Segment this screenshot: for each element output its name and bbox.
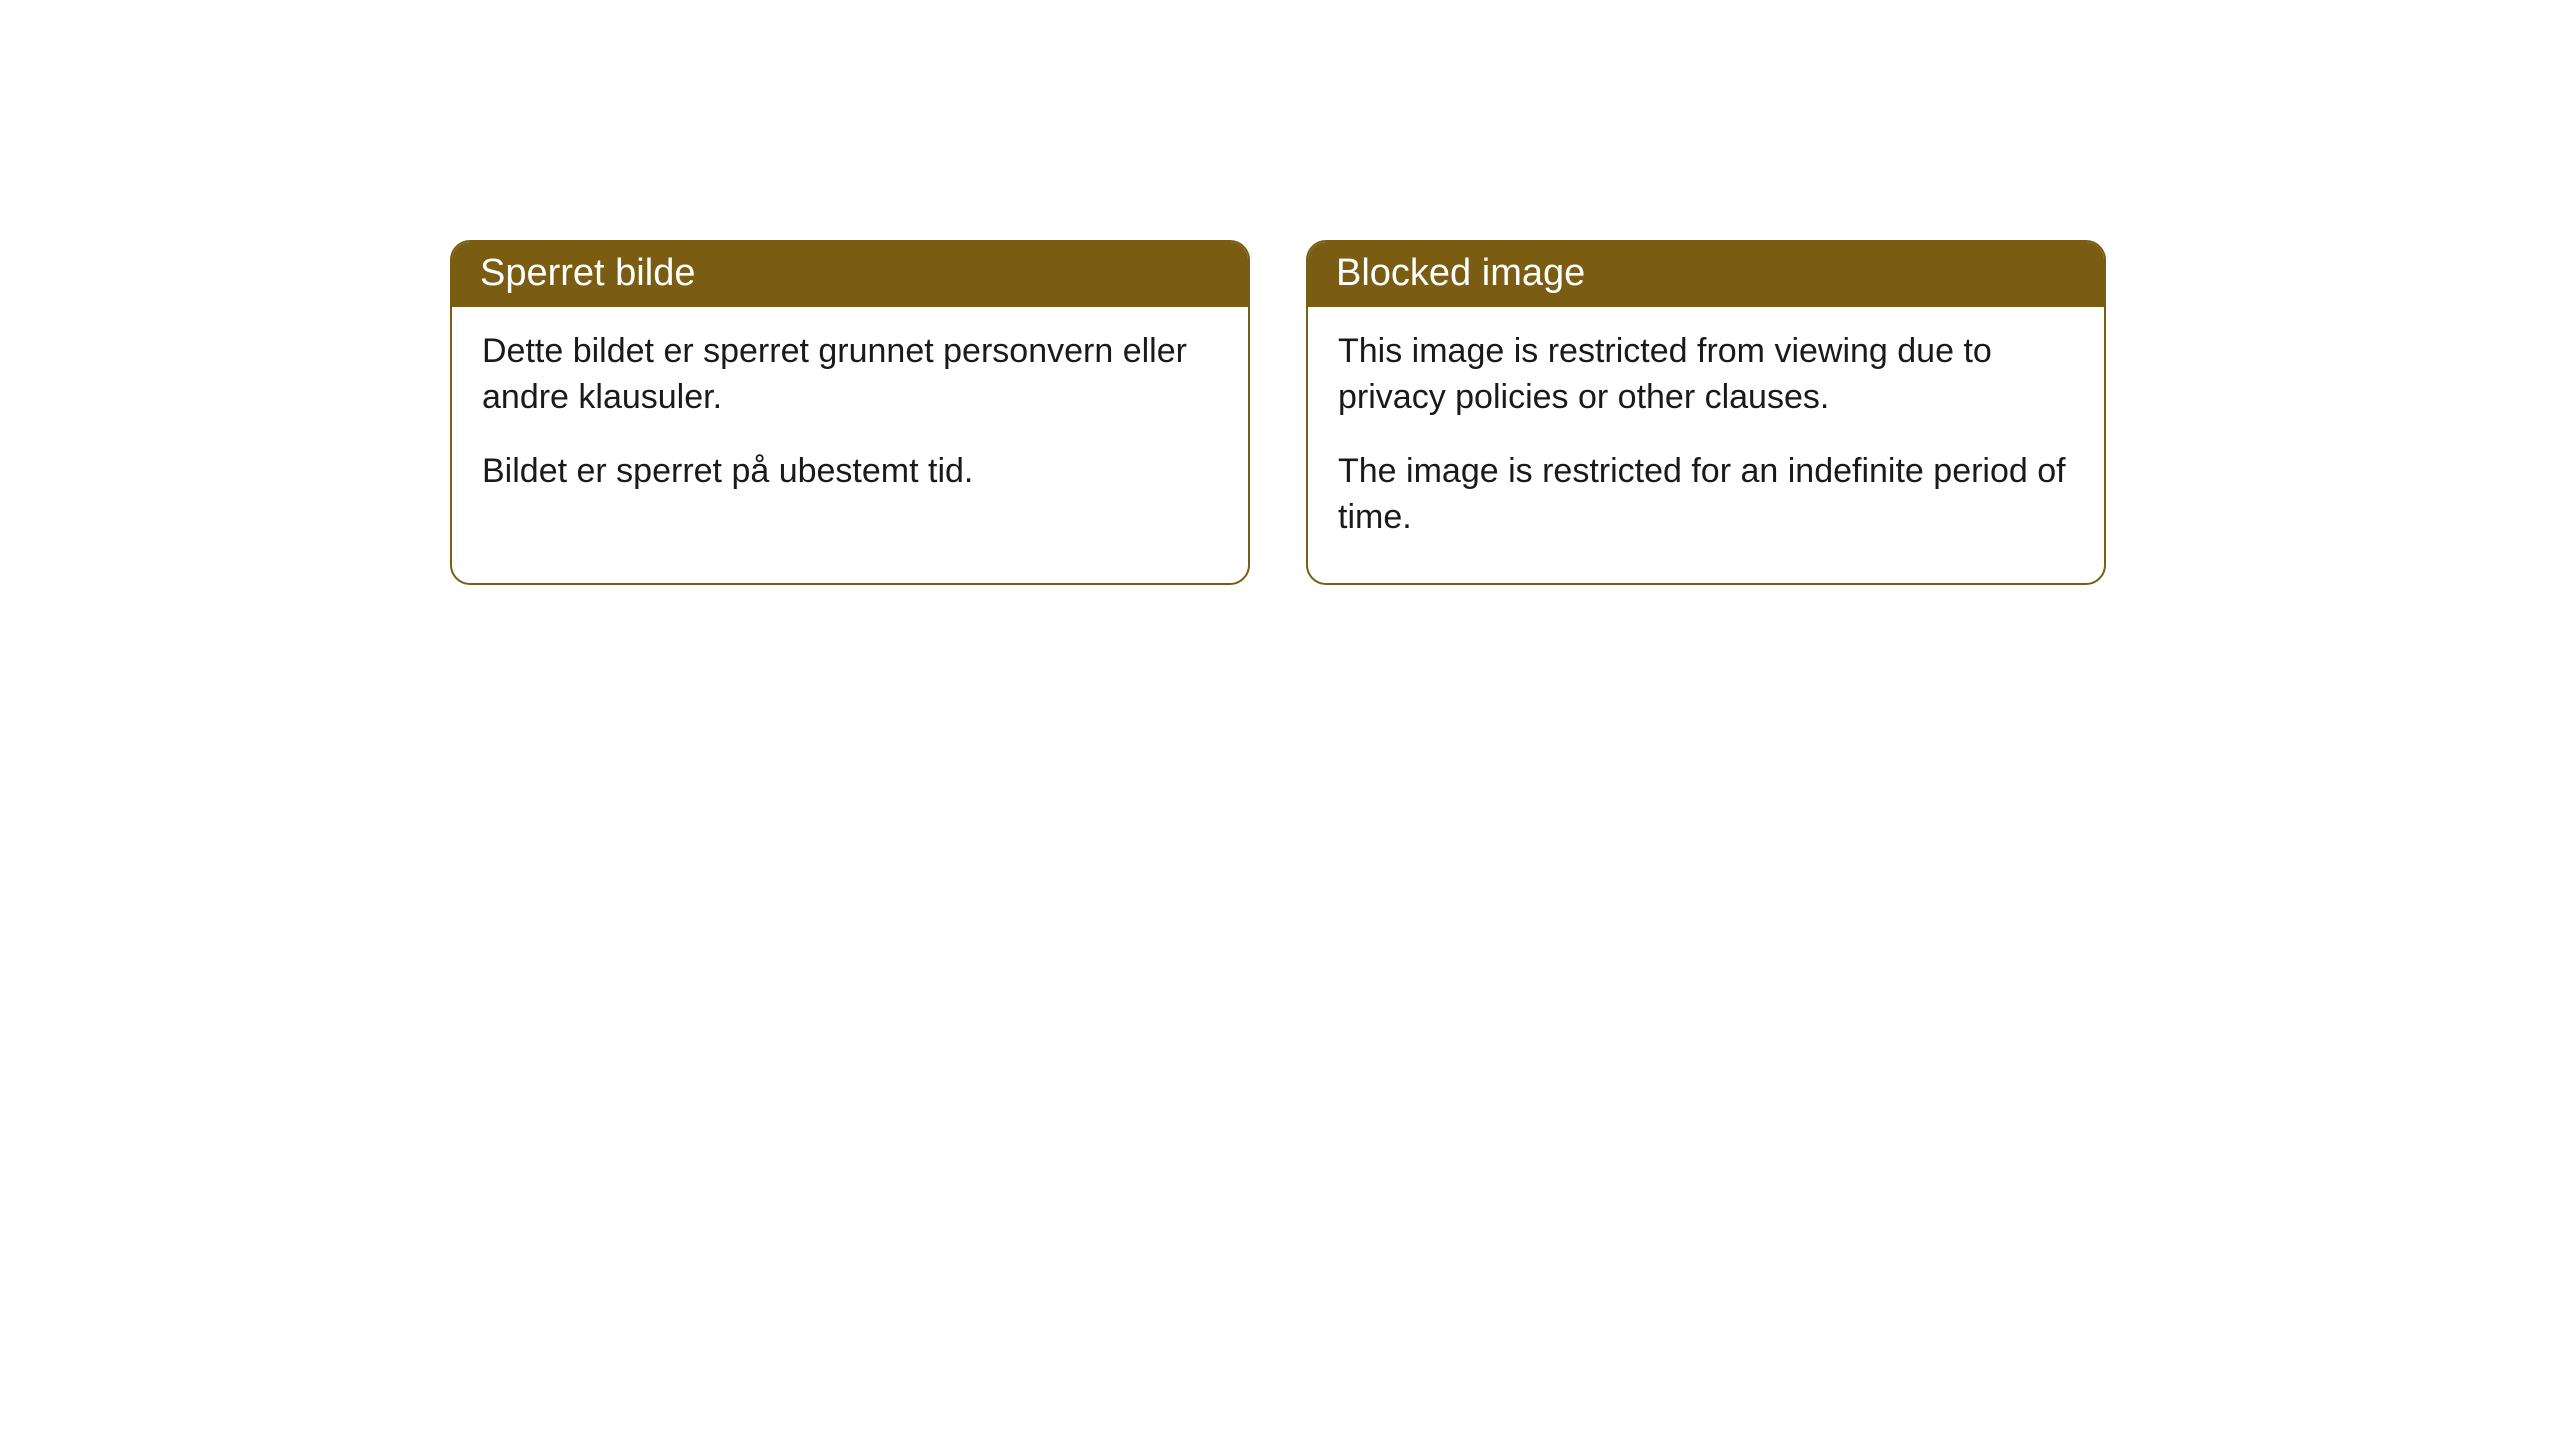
cards-container: Sperret bilde Dette bildet er sperret gr…	[450, 240, 2560, 585]
card-header: Blocked image	[1308, 242, 2104, 307]
card-paragraph-1: This image is restricted from viewing du…	[1338, 329, 2074, 421]
blocked-image-card-english: Blocked image This image is restricted f…	[1306, 240, 2106, 585]
card-body: Dette bildet er sperret grunnet personve…	[452, 307, 1248, 537]
card-title: Sperret bilde	[480, 252, 695, 294]
blocked-image-card-norwegian: Sperret bilde Dette bildet er sperret gr…	[450, 240, 1250, 585]
card-title: Blocked image	[1336, 252, 1585, 294]
card-paragraph-2: The image is restricted for an indefinit…	[1338, 449, 2074, 541]
card-body: This image is restricted from viewing du…	[1308, 307, 2104, 583]
card-paragraph-2: Bildet er sperret på ubestemt tid.	[482, 449, 1218, 495]
card-header: Sperret bilde	[452, 242, 1248, 307]
card-paragraph-1: Dette bildet er sperret grunnet personve…	[482, 329, 1218, 421]
